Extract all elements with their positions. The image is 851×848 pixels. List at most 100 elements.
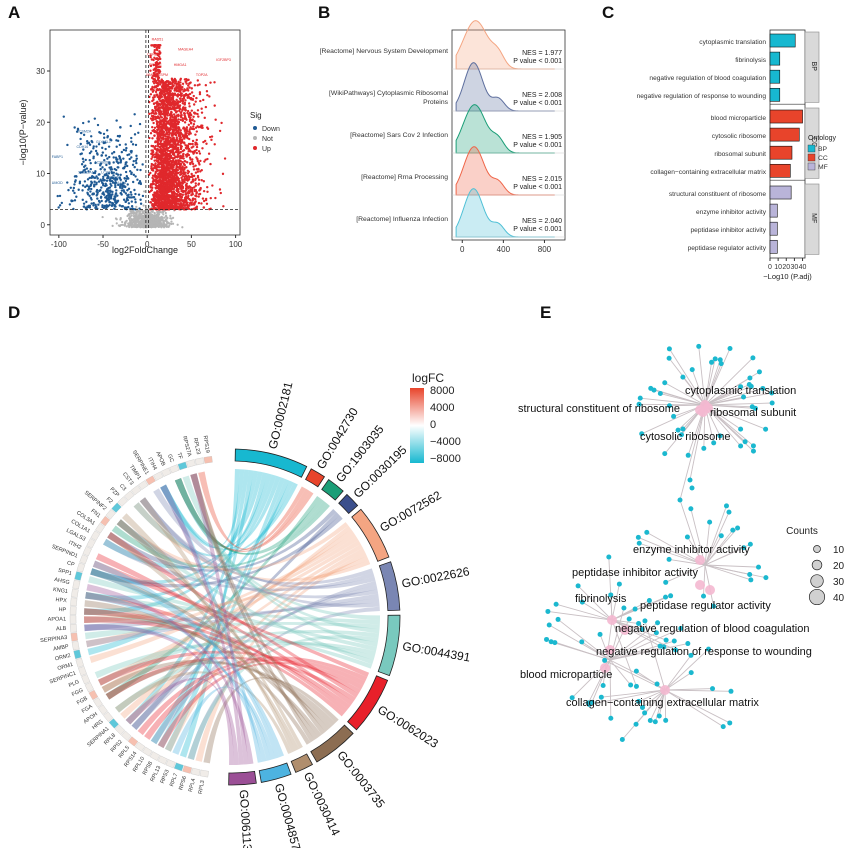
point-up bbox=[157, 53, 160, 56]
point-down bbox=[109, 166, 113, 169]
point-up bbox=[173, 207, 176, 210]
legend-label-down: Down bbox=[262, 126, 280, 133]
point-up bbox=[153, 130, 156, 134]
point-up bbox=[194, 171, 198, 174]
point-up bbox=[177, 181, 181, 184]
point-down bbox=[85, 200, 88, 204]
point-down bbox=[84, 158, 87, 162]
chord-ribbon bbox=[160, 469, 245, 549]
gene-node bbox=[688, 652, 694, 658]
network-edge bbox=[640, 397, 706, 406]
network-edge bbox=[704, 404, 766, 430]
point-down bbox=[124, 185, 127, 188]
gene-node bbox=[750, 448, 756, 454]
point-up bbox=[185, 132, 188, 135]
point-up bbox=[165, 197, 169, 200]
point-up bbox=[206, 157, 209, 161]
point-up bbox=[164, 81, 167, 85]
network-edge bbox=[611, 600, 650, 621]
point-up bbox=[175, 127, 178, 130]
point-up bbox=[150, 112, 153, 115]
network-edge bbox=[703, 564, 706, 597]
point-down bbox=[82, 205, 86, 208]
point-down bbox=[99, 188, 102, 192]
network-edge bbox=[704, 505, 727, 566]
gene-node bbox=[639, 626, 645, 632]
point-up bbox=[170, 196, 174, 200]
point-up bbox=[160, 201, 163, 204]
point-down bbox=[79, 142, 82, 146]
point-down bbox=[102, 175, 105, 179]
point-up bbox=[158, 178, 161, 182]
point-up bbox=[149, 93, 153, 96]
point-up bbox=[152, 58, 155, 62]
point-up bbox=[172, 171, 175, 174]
gene-segment bbox=[121, 730, 132, 741]
point-not bbox=[165, 220, 168, 224]
point-up bbox=[163, 175, 166, 178]
point-up bbox=[184, 135, 187, 138]
point-down bbox=[134, 175, 137, 178]
gene-label-up: MAGEA4 bbox=[178, 48, 193, 52]
point-up bbox=[197, 161, 201, 165]
point-not bbox=[160, 215, 163, 218]
gene-node bbox=[546, 622, 552, 628]
point-up bbox=[165, 145, 168, 149]
network-edge bbox=[641, 404, 706, 435]
point-down bbox=[134, 198, 137, 201]
point-down bbox=[101, 166, 104, 169]
point-up bbox=[154, 141, 157, 144]
point-down bbox=[108, 162, 111, 165]
point-up bbox=[181, 193, 185, 197]
gene-segment bbox=[145, 475, 156, 486]
network-edge bbox=[664, 689, 667, 721]
point-up bbox=[163, 154, 167, 157]
point-up bbox=[219, 191, 222, 195]
legend-size-circle bbox=[813, 545, 821, 553]
point-up bbox=[196, 159, 199, 163]
point-down bbox=[103, 158, 106, 162]
chord-ribbon bbox=[174, 478, 314, 553]
point-not bbox=[135, 212, 138, 215]
gene-segment bbox=[130, 485, 142, 496]
point-not bbox=[124, 221, 127, 224]
gene-node bbox=[711, 603, 717, 609]
gene-node bbox=[602, 657, 608, 663]
point-up bbox=[177, 171, 180, 175]
point-down bbox=[130, 156, 133, 159]
gene-label-down: ACSM2B bbox=[94, 160, 109, 164]
gene-label: SPP1 bbox=[57, 568, 72, 577]
chord-ribbon bbox=[85, 592, 380, 625]
point-up bbox=[178, 84, 182, 87]
point-up bbox=[151, 99, 154, 103]
point-down bbox=[118, 143, 122, 147]
network-edge bbox=[609, 659, 658, 685]
network-edge bbox=[638, 536, 706, 566]
point-up bbox=[193, 186, 196, 189]
x-tick-label: 800 bbox=[538, 245, 552, 254]
gene-node bbox=[701, 445, 707, 451]
point-up bbox=[167, 157, 170, 161]
point-up bbox=[184, 99, 187, 102]
gene-segment bbox=[199, 769, 209, 778]
network-edge bbox=[704, 529, 734, 566]
point-up bbox=[177, 190, 180, 193]
point-up bbox=[173, 199, 177, 203]
point-up bbox=[164, 139, 168, 143]
point-up bbox=[177, 114, 180, 117]
gene-segment bbox=[138, 480, 149, 490]
chord-ribbon bbox=[190, 473, 249, 765]
gene-label: HPX bbox=[55, 597, 67, 604]
panel-letter-e: E bbox=[540, 303, 551, 322]
gene-node bbox=[680, 374, 686, 380]
point-not bbox=[141, 216, 144, 219]
point-up bbox=[156, 189, 159, 193]
point-up bbox=[175, 136, 179, 139]
point-up bbox=[175, 200, 179, 203]
point-down bbox=[104, 200, 108, 203]
point-down bbox=[82, 169, 85, 172]
point-up bbox=[179, 78, 182, 82]
bar-label: peptidase regulator activity bbox=[688, 245, 767, 252]
network-edge bbox=[665, 564, 706, 583]
